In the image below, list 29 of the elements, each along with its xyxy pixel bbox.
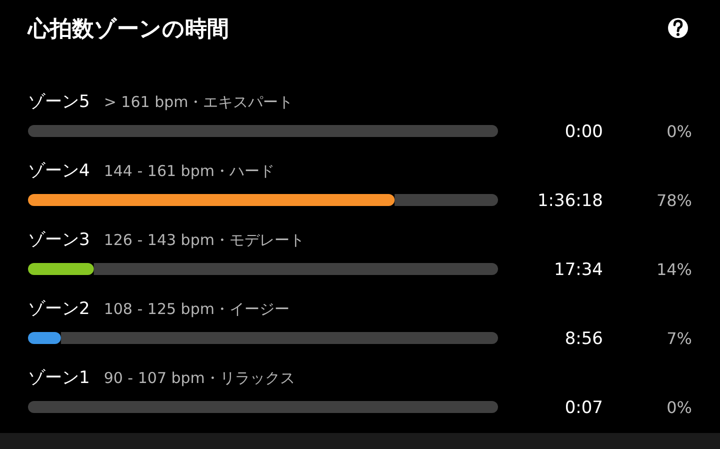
bar — [60, 332, 498, 344]
data-label: 0% — [666, 398, 692, 417]
bar — [394, 194, 498, 206]
data-label: 7% — [666, 329, 692, 348]
bar — [28, 263, 94, 275]
y-tick-label: ゾーン1 — [28, 368, 90, 388]
annotation: > 161 bpm・エキスパート — [104, 93, 294, 111]
bar — [94, 263, 498, 275]
text: 17:34 — [554, 260, 603, 280]
data-label: 0% — [666, 122, 692, 141]
bar — [28, 125, 498, 137]
text: 0:00 — [564, 122, 603, 142]
annotation: 90 - 107 bpm・リラックス — [104, 369, 295, 387]
data-label: 14% — [656, 260, 692, 279]
annotation: 144 - 161 bpm・ハード — [104, 162, 274, 180]
text: 1:36:18 — [537, 191, 603, 211]
y-tick-label: ゾーン4 — [28, 161, 90, 181]
bar — [28, 194, 395, 206]
data-label: 78% — [656, 191, 692, 210]
y-tick-label: ゾーン2 — [28, 299, 90, 319]
chart-title: 心拍数ゾーンの時間 — [27, 16, 229, 42]
text: 0:07 — [564, 398, 603, 418]
bar — [28, 332, 61, 344]
y-tick-label: ゾーン3 — [28, 230, 90, 250]
annotation: 108 - 125 bpm・イージー — [104, 300, 290, 318]
bar — [28, 401, 498, 413]
y-tick-label: ゾーン5 — [28, 92, 90, 112]
text: 8:56 — [564, 329, 603, 349]
annotation: 126 - 143 bpm・モデレート — [104, 231, 304, 249]
